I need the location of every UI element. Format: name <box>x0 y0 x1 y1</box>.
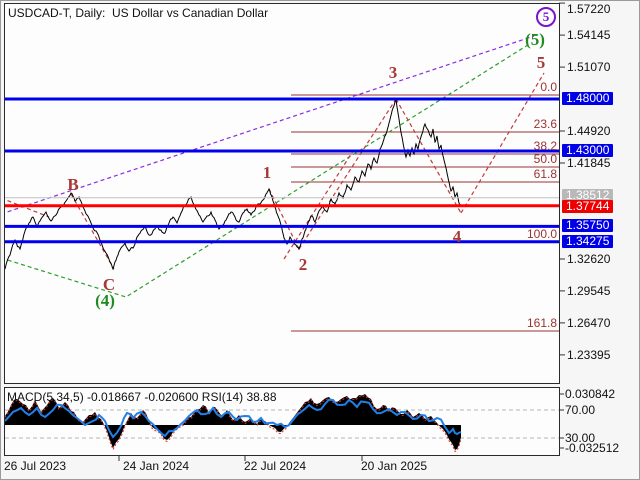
zigzag-3-4 <box>395 98 462 214</box>
y-axis-tick-label: 1.26470 <box>567 316 611 330</box>
wave-label-p5p: (5) <box>525 30 545 49</box>
x-axis-label: 22 Jul 2024 <box>244 459 307 473</box>
y-axis-tick-label: 1.41845 <box>567 156 611 170</box>
trendline-green-projection <box>5 42 532 298</box>
fib-label-161.8: 161.8 <box>526 316 557 330</box>
wave-label-B: B <box>67 175 79 194</box>
price-box-label-blue: 1.43000 <box>562 144 614 157</box>
trendline-purple-projection <box>5 35 535 214</box>
price-box-label-blue: 1.35750 <box>562 219 614 232</box>
fib-label-100.0: 100.0 <box>526 227 557 241</box>
macd-axis-label: 30.00 <box>565 431 596 445</box>
price-box-label-blue: 1.48000 <box>562 92 614 105</box>
macd-indicator-label: MACD(5,34,5) -0.018667 -0.020600 RSI(14)… <box>7 390 277 404</box>
fib-label-38.2: 38.2 <box>533 139 557 153</box>
y-axis-tick-label: 1.23395 <box>567 348 611 362</box>
wave-label-4: 4 <box>452 227 462 246</box>
wave-label-5: 5 <box>536 53 546 72</box>
macd-axis-label: -0.032512 <box>565 441 620 455</box>
price-box-label-gray: 1.38512 <box>562 189 614 202</box>
y-axis-tick-label: 1.57220 <box>567 2 611 16</box>
y-axis-tick-label: 1.54145 <box>567 28 611 42</box>
wave-label-2: 2 <box>298 255 308 274</box>
x-axis-label: 20 Jan 2025 <box>361 459 428 473</box>
fib-label-61.8: 61.8 <box>533 167 557 181</box>
y-axis-tick-label: 1.32620 <box>567 252 611 266</box>
price-box-label-blue: 1.34275 <box>562 235 614 248</box>
fib-label-23.6: 23.6 <box>533 117 557 131</box>
price-box-label-red: 1.37744 <box>562 200 614 213</box>
zigzag-4-5-projection <box>460 72 545 214</box>
x-axis-label: 26 Jul 2023 <box>4 459 67 473</box>
y-axis-tick-label: 1.29545 <box>567 284 611 298</box>
y-axis-tick-label: 1.44920 <box>567 124 611 138</box>
wave-label-p4p: (4) <box>95 291 115 310</box>
wave-label-3: 3 <box>388 63 398 82</box>
zigzag-left-segment <box>5 198 50 218</box>
wave-label-1: 1 <box>262 163 272 182</box>
zigzag-2-3 <box>298 98 397 250</box>
macd-area <box>5 394 461 450</box>
fib-label-50.0: 50.0 <box>533 152 557 166</box>
y-axis-tick-label: 1.51070 <box>567 60 611 74</box>
price-panel-layer <box>5 35 559 332</box>
x-axis-label: 24 Jan 2024 <box>123 459 190 473</box>
price-series <box>5 98 462 271</box>
macd-axis-label: 0.030842 <box>565 387 616 401</box>
chart-title: USDCAD-T, Daily: US Dollar vs Canadian D… <box>8 6 269 20</box>
wave-label-5-circled: 5 <box>536 7 556 27</box>
macd-axis-label: 70.00 <box>565 403 596 417</box>
rsi-line <box>5 398 462 439</box>
price-panel <box>4 3 560 384</box>
wave-label-C: C <box>102 275 116 294</box>
fib-label-0.0: 0.0 <box>540 80 557 94</box>
macd-panel-layer <box>5 394 559 453</box>
